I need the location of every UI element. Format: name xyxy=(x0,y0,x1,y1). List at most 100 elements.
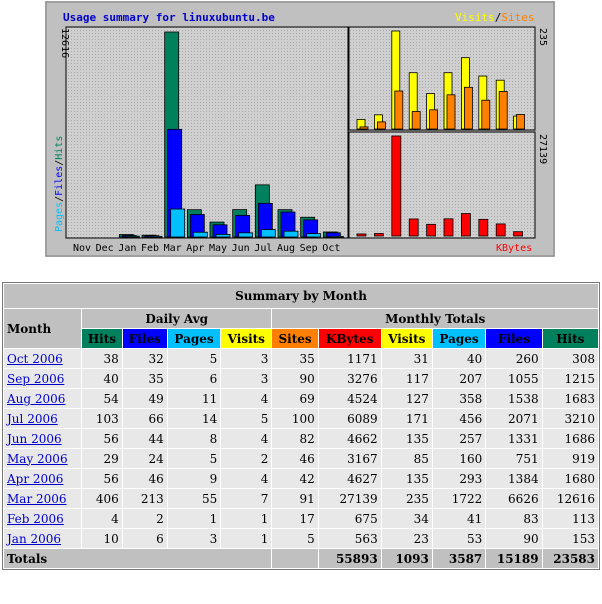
left-axis-max: 12616 xyxy=(59,28,70,58)
monthly-pages-cell: 456 xyxy=(432,409,486,428)
month-link[interactable]: Feb 2006 xyxy=(7,511,64,526)
daily-pages-cell: 6 xyxy=(167,369,221,388)
monthly-col-sites: Sites xyxy=(272,329,318,348)
totals-row: Totals 55893 1093 3587 15189 23583 xyxy=(4,549,598,568)
bar-pages-mar xyxy=(170,208,186,238)
monthly-col-hits: Hits xyxy=(542,329,598,348)
bar-kbytes-jul xyxy=(460,213,471,237)
monthly-sites-cell: 5 xyxy=(272,529,318,548)
right-top-max: 235 xyxy=(537,28,548,46)
bar-sites-aug xyxy=(481,99,491,130)
daily-hits-cell: 56 xyxy=(82,429,122,448)
bar-pages-sep xyxy=(306,233,322,238)
daily-hits-cell: 4 xyxy=(82,509,122,528)
month-tick-labels: Nov Dec Jan Feb Mar Apr May Jun Jul Aug Sep Oct xyxy=(73,243,340,254)
bar-kbytes-mar xyxy=(391,135,402,237)
daily-pages-cell: 11 xyxy=(167,389,221,408)
monthly-sites-cell: 69 xyxy=(272,389,318,408)
table-row: Mar 2006 406 213 55 7 91 27139 235 1722 6626 12616 xyxy=(4,489,598,508)
month-link[interactable]: Sep 2006 xyxy=(7,371,65,386)
table-row: Jul 2006 103 66 14 5 100 6089 171 456 2071 3210 xyxy=(4,409,598,428)
daily-files-cell: 32 xyxy=(122,349,167,368)
bar-pages-jan xyxy=(124,235,140,238)
monthly-files-cell: 1055 xyxy=(486,369,542,388)
monthly-pages-cell: 358 xyxy=(432,389,486,408)
monthly-hits-cell: 153 xyxy=(542,529,598,548)
monthly-files-cell: 83 xyxy=(486,509,542,528)
month-tick-jul: Jul xyxy=(254,243,272,254)
bar-kbytes-jun xyxy=(443,218,454,237)
daily-files-cell: 46 xyxy=(122,469,167,488)
monthly-col-visits: Visits xyxy=(381,329,432,348)
usage-summary-graph: Usage summary for linuxubuntu.be Visits/… xyxy=(44,0,556,258)
month-link[interactable]: Jan 2006 xyxy=(7,531,62,546)
month-link[interactable]: Jun 2006 xyxy=(7,431,62,446)
total-files: 15189 xyxy=(486,549,542,568)
total-kbytes: 55893 xyxy=(318,549,381,568)
daily-files-cell: 6 xyxy=(122,529,167,548)
month-tick-nov: Nov xyxy=(73,243,91,254)
total-hits: 23583 xyxy=(542,549,598,568)
month-link[interactable]: Oct 2006 xyxy=(7,351,63,366)
monthly-sites-cell: 82 xyxy=(272,429,318,448)
legend-separator: / xyxy=(495,11,502,24)
daily-visits-cell: 1 xyxy=(221,529,272,548)
month-link[interactable]: May 2006 xyxy=(7,451,68,466)
monthly-pages-cell: 160 xyxy=(432,449,486,468)
monthly-hits-cell: 3210 xyxy=(542,409,598,428)
month-link[interactable]: Mar 2006 xyxy=(7,491,67,506)
daily-pages-cell: 1 xyxy=(167,509,221,528)
table-row: Apr 2006 56 46 9 4 42 4627 135 293 1384 1680 xyxy=(4,469,598,488)
monthly-col-pages: Pages xyxy=(432,329,486,348)
monthly-hits-cell: 1215 xyxy=(542,369,598,388)
bar-sites-oct xyxy=(516,114,526,130)
bar-pages-aug xyxy=(283,230,299,238)
monthly-pages-cell: 293 xyxy=(432,469,486,488)
daily-hits-cell: 103 xyxy=(82,409,122,428)
daily-files-cell: 49 xyxy=(122,389,167,408)
bar-kbytes-feb xyxy=(373,233,384,237)
month-tick-sep: Sep xyxy=(300,243,318,254)
daily-pages-cell: 55 xyxy=(167,489,221,508)
month-tick-apr: Apr xyxy=(186,243,204,254)
table-row: Sep 2006 40 35 6 3 90 3276 117 207 1055 1215 xyxy=(4,369,598,388)
monthly-col-kbytes: KBytes xyxy=(318,329,381,348)
daily-hits-cell: 10 xyxy=(82,529,122,548)
monthly-hits-cell: 1683 xyxy=(542,389,598,408)
daily-pages-cell: 9 xyxy=(167,469,221,488)
total-pages: 3587 xyxy=(432,549,486,568)
bar-sites-jul xyxy=(463,86,473,130)
kbytes-plot-area xyxy=(348,131,536,239)
monthly-kbytes-cell: 3167 xyxy=(318,449,381,468)
bar-sites-may xyxy=(429,109,439,130)
bar-kbytes-sep xyxy=(495,223,506,237)
monthly-pages-cell: 41 xyxy=(432,509,486,528)
monthly-pages-cell: 207 xyxy=(432,369,486,388)
daily-files-cell: 44 xyxy=(122,429,167,448)
monthly-visits-cell: 23 xyxy=(381,529,432,548)
daily-hits-cell: 29 xyxy=(82,449,122,468)
table-row: May 2006 29 24 5 2 46 3167 85 160 751 919 xyxy=(4,449,598,468)
totals-label: Totals xyxy=(4,549,272,568)
monthly-kbytes-cell: 4524 xyxy=(318,389,381,408)
bar-pages-feb xyxy=(147,235,163,238)
monthly-files-cell: 1384 xyxy=(486,469,542,488)
daily-pages-cell: 5 xyxy=(167,449,221,468)
monthly-files-cell: 6626 xyxy=(486,489,542,508)
daily-pages-cell: 3 xyxy=(167,529,221,548)
daily-files-cell: 66 xyxy=(122,409,167,428)
bar-sites-apr xyxy=(411,111,421,130)
monthly-files-cell: 2071 xyxy=(486,409,542,428)
month-tick-jun: Jun xyxy=(232,243,250,254)
monthly-sites-cell: 90 xyxy=(272,369,318,388)
legend: Visits/Sites xyxy=(455,11,535,24)
bar-sites-mar xyxy=(394,90,404,130)
month-link[interactable]: Apr 2006 xyxy=(7,471,64,486)
monthly-kbytes-cell: 4627 xyxy=(318,469,381,488)
monthly-sites-cell: 91 xyxy=(272,489,318,508)
bar-sites-jun xyxy=(446,94,456,130)
visits-sites-bars xyxy=(356,30,526,130)
bar-sites-jan xyxy=(359,126,369,130)
month-link[interactable]: Aug 2006 xyxy=(7,391,66,406)
month-link[interactable]: Jul 2006 xyxy=(7,411,58,426)
